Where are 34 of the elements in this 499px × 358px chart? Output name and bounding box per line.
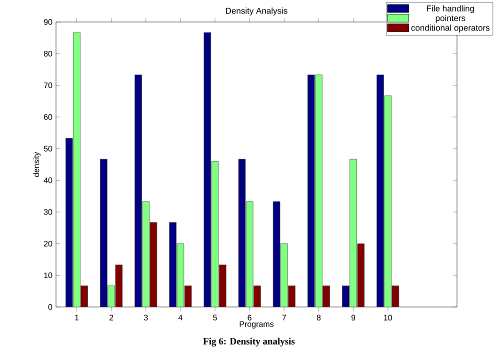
x-tick-label: 2 (109, 314, 114, 320)
bar (142, 201, 150, 307)
chart-title: Density Analysis (226, 8, 288, 16)
y-tick-label: 30 (44, 209, 52, 215)
bar (384, 96, 392, 307)
bar (280, 243, 288, 307)
y-tick-label: 40 (44, 177, 52, 184)
x-tick-label: 6 (248, 314, 252, 320)
text: pointers (436, 14, 466, 23)
x-tick-label: 9 (351, 314, 356, 320)
y-tick-label: 80 (44, 50, 52, 56)
x-tick-label: 5 (213, 314, 217, 320)
legend-label: conditional operators (411, 24, 490, 32)
bar (73, 32, 80, 307)
y-tick-label: 90 (44, 19, 52, 25)
x-tick-label: 1 (75, 314, 79, 320)
legend-label: File handling (427, 5, 474, 14)
y-tick-label: 20 (44, 240, 52, 246)
x-tick-label: 10 (384, 314, 392, 320)
bar (108, 286, 115, 307)
x-tick-label: 4 (178, 314, 182, 320)
y-tick-label: 60 (44, 114, 52, 120)
bar (350, 158, 357, 307)
y-axis-title: density (33, 152, 41, 177)
x-axis-title: Programs (240, 321, 274, 328)
y-tick-label: 0 (48, 304, 52, 310)
x-tick-label: 3 (144, 314, 148, 320)
y-tick-label: 70 (44, 82, 52, 88)
y-tick-label: 10 (44, 272, 52, 278)
caption: Fig 6: Density analysis (203, 338, 295, 346)
x-tick-label: 8 (316, 314, 321, 320)
x-tick-label: 7 (282, 314, 286, 320)
bar (315, 74, 322, 307)
y-tick-label: 50 (44, 146, 52, 152)
